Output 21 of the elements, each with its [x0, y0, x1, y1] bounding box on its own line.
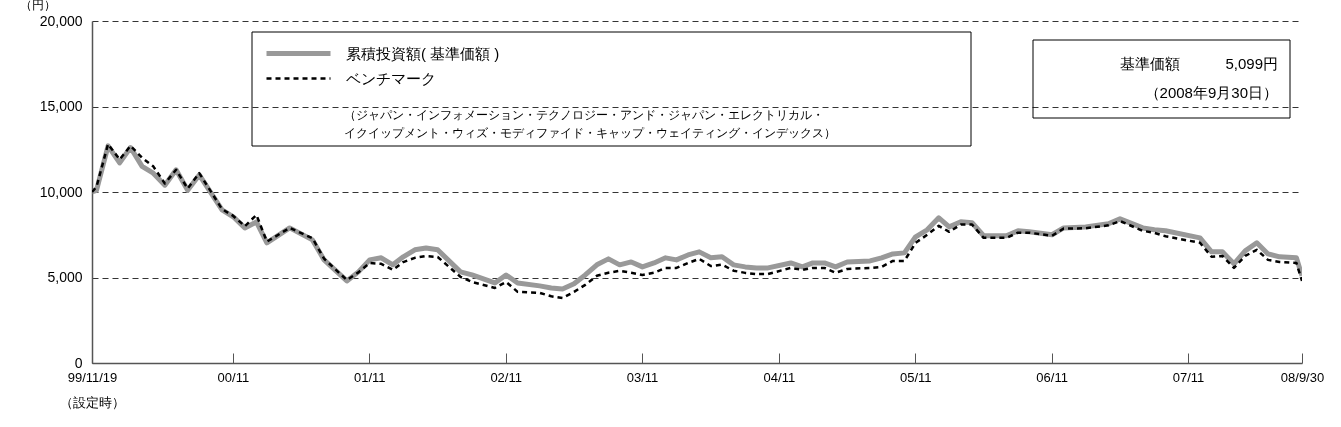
y-tick-label: 20,000: [39, 12, 83, 29]
x-tick-label: 05/11: [899, 369, 932, 385]
annotation: （2008年9月30日）: [1144, 84, 1278, 101]
x-tick-label: 00/11: [217, 369, 250, 385]
x-tick-label: 04/11: [763, 369, 796, 385]
annotation: 基準価額 5,099円: [1120, 55, 1278, 72]
y-tick-label: 5,000: [47, 269, 83, 285]
y-tick-label: 15,000: [39, 98, 83, 114]
x-tick-label: 03/11: [626, 369, 659, 385]
x-tick-label: 06/11: [1036, 369, 1068, 385]
x-tick-label: 01/11: [353, 369, 386, 385]
x-tick-label: 02/11: [490, 369, 522, 385]
x-tick-label: 07/11: [1172, 369, 1205, 385]
x-tick-label: 99/11/19 （設定時）: [60, 369, 125, 410]
y-tick-label: 0: [74, 354, 83, 371]
y-axis-title: （円）: [19, 0, 56, 12]
legend-label: 累積投資額( 基準価額 ): [346, 44, 500, 62]
y-tick-label: 10,000: [39, 183, 83, 200]
legend-label: ベンチマーク: [346, 69, 436, 87]
x-tick-label: 08/9/30: [1280, 369, 1325, 385]
annotation: （ジャパン・インフォメーション・テクノロジー・アンド・ジャパン・エレクトリカル・イクイップメント・ウィズ・モディファイド・キャップ・ウェイティング・インデックス）: [344, 108, 836, 140]
